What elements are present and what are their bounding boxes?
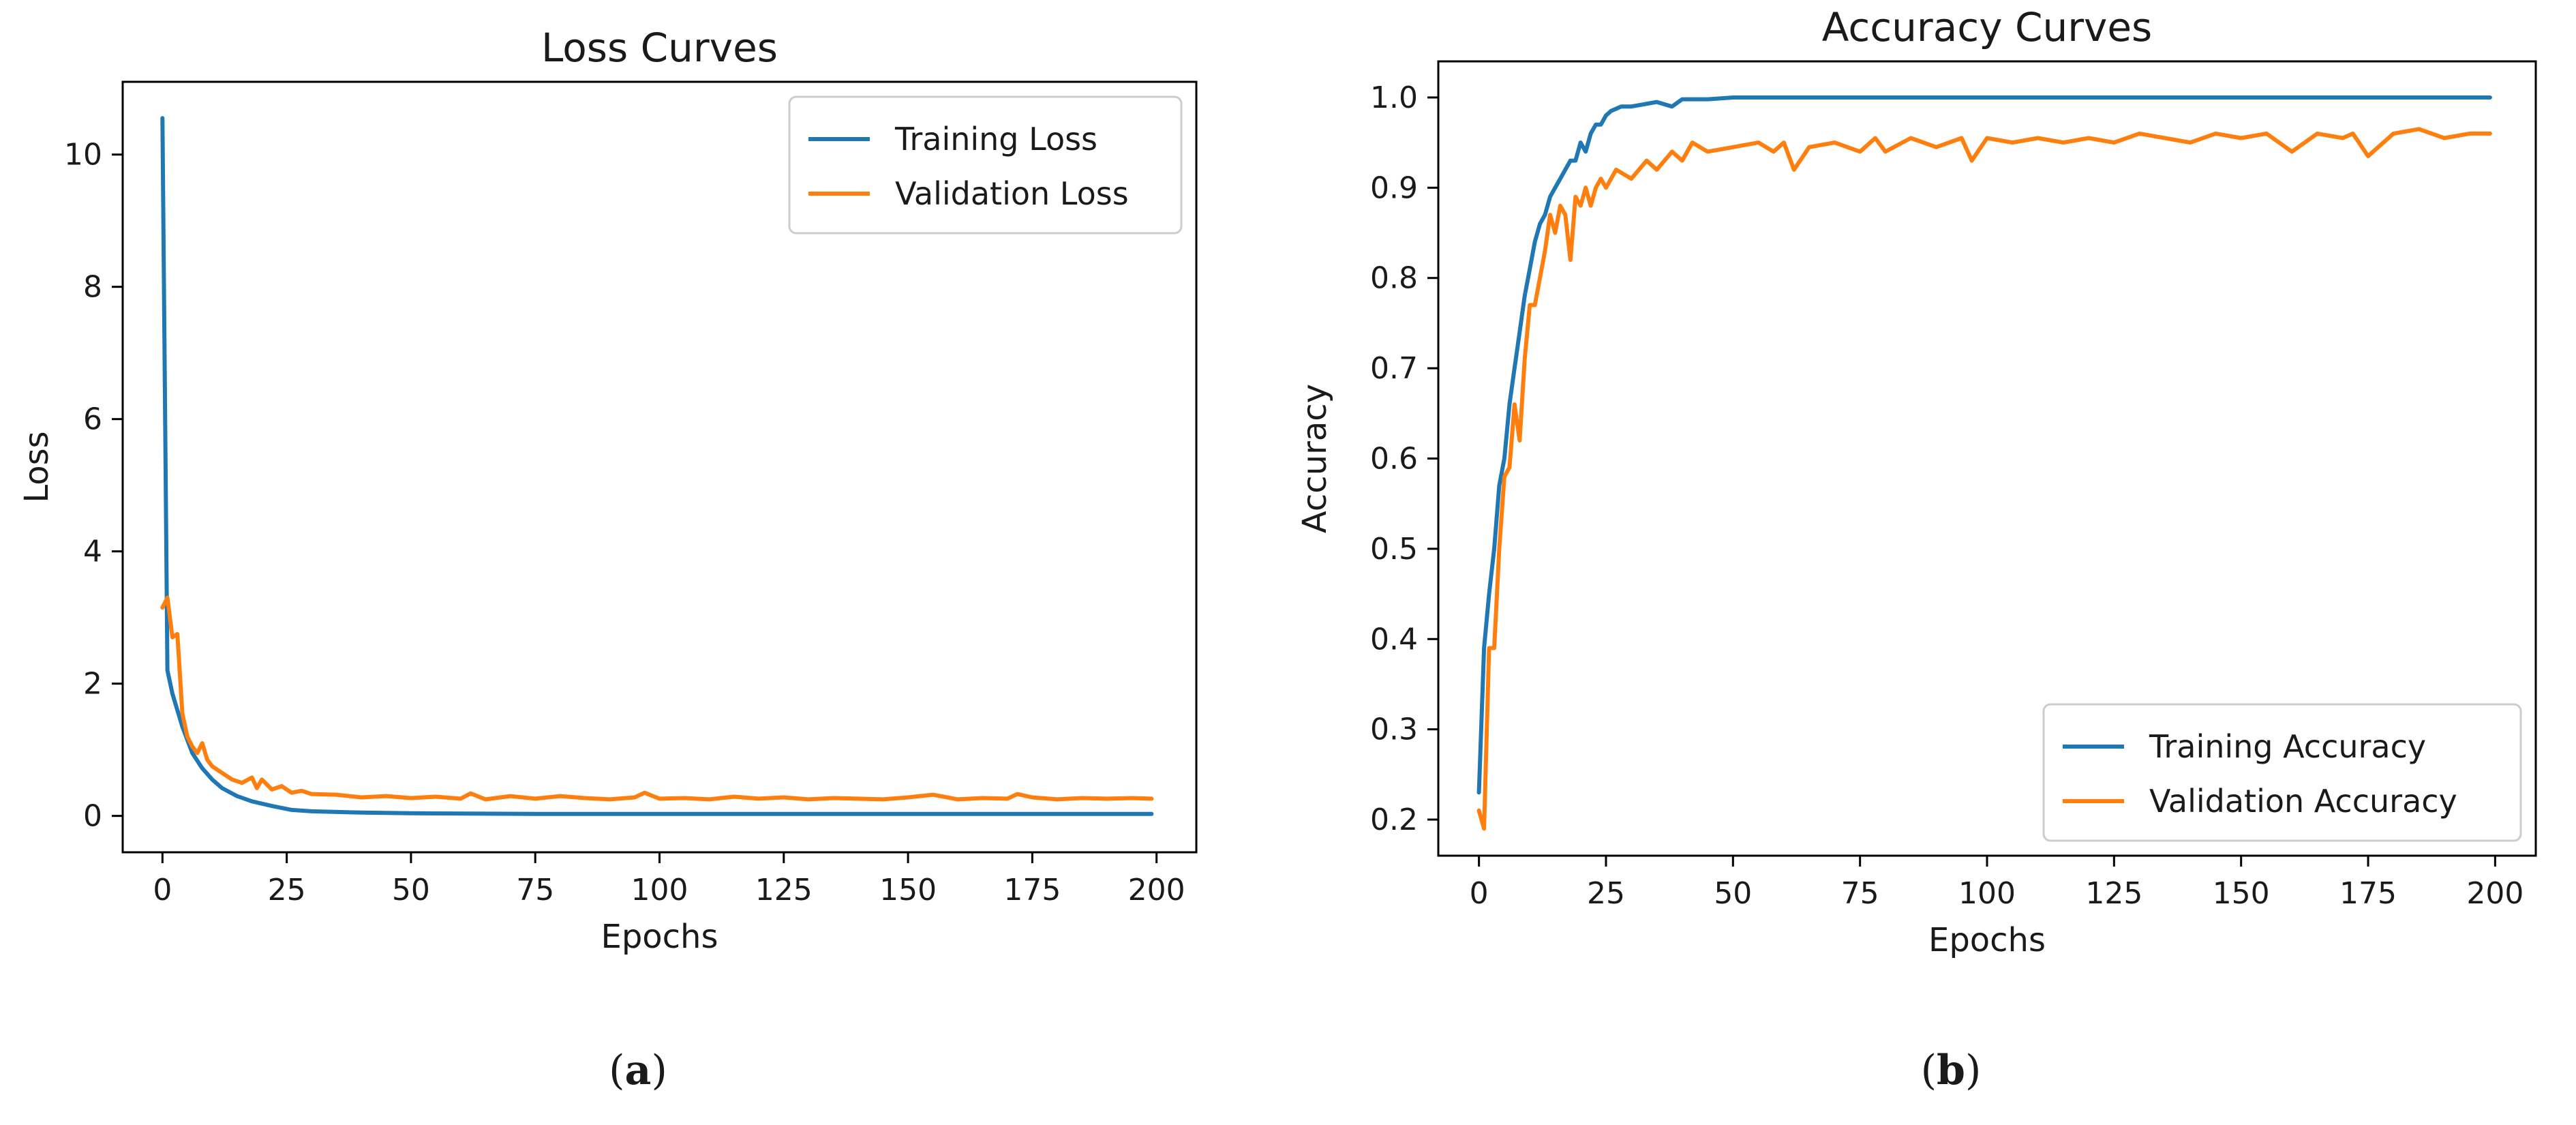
loss-y-tick-label: 4: [83, 535, 102, 569]
loss-x-tick-label: 25: [268, 873, 306, 907]
accuracy-y-tick-label: 1.0: [1370, 80, 1418, 115]
accuracy-x-tick-label: 125: [2085, 876, 2142, 911]
accuracy-x-tick-label: 200: [2466, 876, 2524, 911]
loss-x-axis-label: Epochs: [601, 918, 718, 956]
accuracy-chart-title: Accuracy Curves: [1822, 4, 2153, 50]
accuracy-y-tick-label: 0.8: [1370, 261, 1418, 296]
loss-legend-label-training: Training Loss: [894, 121, 1097, 158]
loss-x-tick-label: 100: [631, 873, 688, 907]
loss-legend-box: [788, 95, 1183, 235]
subfigure-label-b: (b): [1921, 1047, 1982, 1094]
accuracy-series-line-validation: [1476, 127, 2492, 831]
loss-x-tick-label: 75: [516, 873, 554, 907]
accuracy-y-tick-label: 0.7: [1370, 351, 1418, 386]
accuracy-x-tick-label: 50: [1714, 876, 1752, 911]
accuracy-x-tick-label: 175: [2339, 876, 2397, 911]
loss-x-tick-label: 125: [755, 873, 813, 907]
accuracy-x-tick-label: 100: [1958, 876, 2016, 911]
subfigure-label-a: (a): [609, 1047, 667, 1094]
accuracy-x-axis-label: Epochs: [1928, 921, 2046, 959]
accuracy-y-tick-label: 0.2: [1370, 802, 1418, 837]
accuracy-y-tick-label: 0.5: [1370, 532, 1418, 567]
loss-x-tick-label: 175: [1003, 873, 1061, 907]
loss-x-tick-label: 200: [1128, 873, 1185, 907]
loss-series-line-training: [160, 116, 1154, 816]
loss-legend-label-validation: Validation Loss: [895, 175, 1129, 212]
accuracy-y-tick-label: 0.3: [1370, 712, 1418, 747]
loss-x-tick-label: 50: [392, 873, 430, 907]
loss-x-tick-label: 150: [879, 873, 937, 907]
accuracy-y-tick-label: 0.6: [1370, 442, 1418, 477]
loss-y-tick-label: 8: [83, 270, 102, 305]
accuracy-x-tick-label: 0: [1470, 876, 1489, 911]
loss-y-tick-label: 0: [83, 799, 102, 834]
accuracy-legend-label-training: Training Accuracy: [2149, 728, 2426, 765]
accuracy-x-tick-label: 25: [1587, 876, 1625, 911]
accuracy-chart-panel: Accuracy Curves 0 25 50 75 100 125 150 175 200 0.2…: [1296, 4, 2537, 959]
accuracy-y-axis-label: Accuracy: [1296, 384, 1334, 533]
accuracy-series-line-training: [1476, 95, 2492, 795]
loss-x-tick-label: 0: [153, 873, 172, 907]
loss-y-tick-label: 10: [64, 138, 102, 172]
loss-y-axis-label: Loss: [18, 431, 56, 502]
accuracy-x-tick-label: 150: [2213, 876, 2270, 911]
loss-y-tick-label: 6: [83, 402, 102, 437]
accuracy-legend-box: [2042, 703, 2522, 842]
accuracy-y-tick-label: 0.9: [1370, 170, 1418, 205]
accuracy-legend: Training Accuracy Validation Accuracy: [2042, 703, 2522, 842]
loss-chart-panel: Loss Curves 0 25 50 75 100 125 150 175 200 0 2 4 6 8 10…: [18, 25, 1198, 956]
accuracy-legend-label-validation: Validation Accuracy: [2149, 783, 2457, 820]
loss-y-tick-label: 2: [83, 667, 102, 702]
accuracy-x-tick-label: 75: [1841, 876, 1879, 911]
loss-series-line-validation: [160, 595, 1154, 802]
loss-legend: Training Loss Validation Loss: [788, 95, 1183, 235]
accuracy-y-tick-label: 0.4: [1370, 622, 1418, 657]
loss-chart-title: Loss Curves: [541, 25, 778, 71]
